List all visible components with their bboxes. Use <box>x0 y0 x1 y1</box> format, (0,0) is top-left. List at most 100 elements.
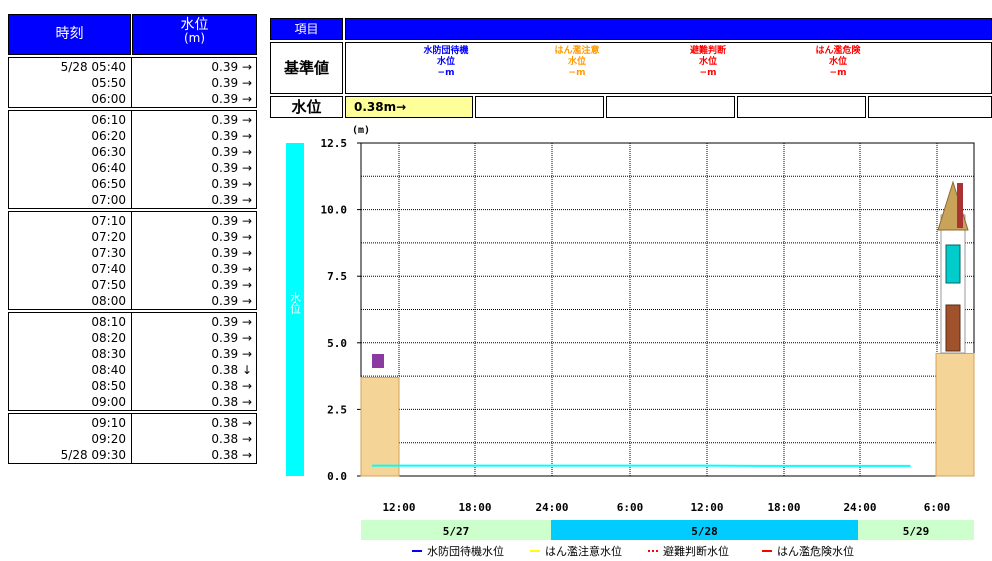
item-header: 項目 <box>270 18 343 40</box>
level-cell: 0.38 → <box>211 416 252 430</box>
time-cell: 07:00 <box>91 193 126 207</box>
time-cell: 05:50 <box>91 76 126 90</box>
x-tick-label: 6:00 <box>924 501 951 514</box>
time-group: 06:10 06:20 06:30 06:40 06:50 07:00 0.39 → 0.39… <box>8 110 257 209</box>
side-label: 水位 <box>289 292 302 314</box>
x-tick-label: 18:00 <box>458 501 491 514</box>
level-cell: 0.39 → <box>211 161 252 175</box>
standard-name1: はん濫注意 <box>554 46 600 56</box>
level-empty-3 <box>737 96 866 118</box>
standard-value: −m <box>437 68 455 78</box>
standard-value: −m <box>568 68 586 78</box>
y-unit: (m) <box>352 125 370 136</box>
level-empty-2 <box>606 96 735 118</box>
time-cell: 06:20 <box>91 129 126 143</box>
time-group: 5/28 05:40 05:50 06:00 0.39 → 0.39 → 0.39 → <box>8 57 257 108</box>
standard-name2: 水位 <box>567 57 586 67</box>
house-window-icon <box>945 244 961 284</box>
standard-value: はん濫注意 水位 −m <box>517 43 637 79</box>
level-cell: 0.39 → <box>211 214 252 228</box>
x-tick-label: 24:00 <box>535 501 568 514</box>
level-cell: 0.38 → <box>211 448 252 462</box>
standard-value: 水防団待機 水位 −m <box>386 43 506 79</box>
level-cell: 0.39 → <box>211 129 252 143</box>
date-label: 5/29 <box>903 525 930 538</box>
x-tick-label: 18:00 <box>767 501 800 514</box>
level-cell: 0.39 → <box>211 294 252 308</box>
level-cell: 0.39 → <box>211 60 252 74</box>
level-header: 水位 (m) <box>132 14 257 55</box>
level-cell: 0.39 → <box>211 347 252 361</box>
time-cell: 07:50 <box>91 278 126 292</box>
time-cell: 06:40 <box>91 161 126 175</box>
legend-label: 避難判断水位 <box>663 544 729 558</box>
time-cell: 09:10 <box>91 416 126 430</box>
level-cell: 0.39 → <box>211 76 252 90</box>
standard-name1: はん濫危険 <box>815 46 861 56</box>
standard-name2: 水位 <box>698 57 717 67</box>
level-cell: 0.39 → <box>211 262 252 276</box>
level-cell: 0.39 → <box>211 278 252 292</box>
level-cell: 0.38 → <box>211 395 252 409</box>
house-door-icon <box>945 304 961 352</box>
side-label-bar <box>286 143 304 476</box>
standard-name1: 水防団待機 <box>423 46 469 56</box>
level-label: 水位 <box>270 96 343 118</box>
level-cell: 0.39 → <box>211 177 252 191</box>
y-tick-label: 12.5 <box>321 137 348 150</box>
time-cell: 08:30 <box>91 347 126 361</box>
right-bank <box>935 352 975 477</box>
x-tick-label: 12:00 <box>690 501 723 514</box>
level-cell: 0.39 → <box>211 246 252 260</box>
level-cell: 0.38 → <box>211 379 252 393</box>
time-cell: 07:40 <box>91 262 126 276</box>
standard-value: はん濫危険 水位 −m <box>778 43 898 79</box>
time-cell: 06:00 <box>91 92 126 106</box>
time-cell: 09:00 <box>91 395 126 409</box>
standard-name2: 水位 <box>828 57 847 67</box>
y-tick-label: 5.0 <box>327 337 347 350</box>
standard-name1: 避難判断 <box>689 46 726 56</box>
date-label: 5/28 <box>691 525 718 538</box>
person-icon <box>372 354 384 368</box>
current-level: 0.38m→ <box>345 96 473 118</box>
x-tick-label: 12:00 <box>382 501 415 514</box>
time-cell: 06:10 <box>91 113 126 127</box>
y-tick-label: 10.0 <box>321 204 348 217</box>
legend-label: 水防団待機水位 <box>427 544 504 558</box>
time-cell: 07:30 <box>91 246 126 260</box>
standard-value: −m <box>699 68 717 78</box>
standard-value: −m <box>829 68 847 78</box>
time-header: 時刻 <box>8 14 131 55</box>
standard-value: 避難判断 水位 −m <box>648 43 768 79</box>
time-cell: 5/28 09:30 <box>60 448 126 462</box>
x-tick-label: 6:00 <box>617 501 644 514</box>
standard-label: 基準値 <box>270 42 343 94</box>
legend-label: はん濫注意水位 <box>545 544 622 558</box>
time-group: 08:10 08:20 08:30 08:40 08:50 09:00 0.39 → 0.39… <box>8 312 257 411</box>
level-cell: 0.39 → <box>211 92 252 106</box>
chimney-icon <box>957 183 963 228</box>
level-cell: 0.39 → <box>211 331 252 345</box>
y-tick-label: 7.5 <box>327 270 347 283</box>
time-cell: 09:20 <box>91 432 126 446</box>
time-cell: 06:30 <box>91 145 126 159</box>
time-group: 09:10 09:20 5/28 09:30 0.38 → 0.38 → 0.38 → <box>8 413 257 464</box>
date-bar <box>551 520 858 540</box>
standard-values: 水防団待機 水位 −m はん濫注意 水位 −m 避難判断 水位 −m はん濫危険 水位 −m <box>345 42 992 94</box>
level-cell: 0.38 → <box>211 432 252 446</box>
time-cell: 08:00 <box>91 294 126 308</box>
time-cell: 06:50 <box>91 177 126 191</box>
level-cell: 0.38 ↓ <box>211 363 252 377</box>
standard-name2: 水位 <box>436 57 455 67</box>
time-cell: 08:10 <box>91 315 126 329</box>
x-tick-label: 24:00 <box>843 501 876 514</box>
time-cell: 5/28 05:40 <box>60 60 126 74</box>
left-bank <box>360 376 400 477</box>
date-bar <box>858 520 974 540</box>
time-cell: 08:40 <box>91 363 126 377</box>
time-cell: 08:20 <box>91 331 126 345</box>
time-cell: 08:50 <box>91 379 126 393</box>
level-cell: 0.39 → <box>211 113 252 127</box>
